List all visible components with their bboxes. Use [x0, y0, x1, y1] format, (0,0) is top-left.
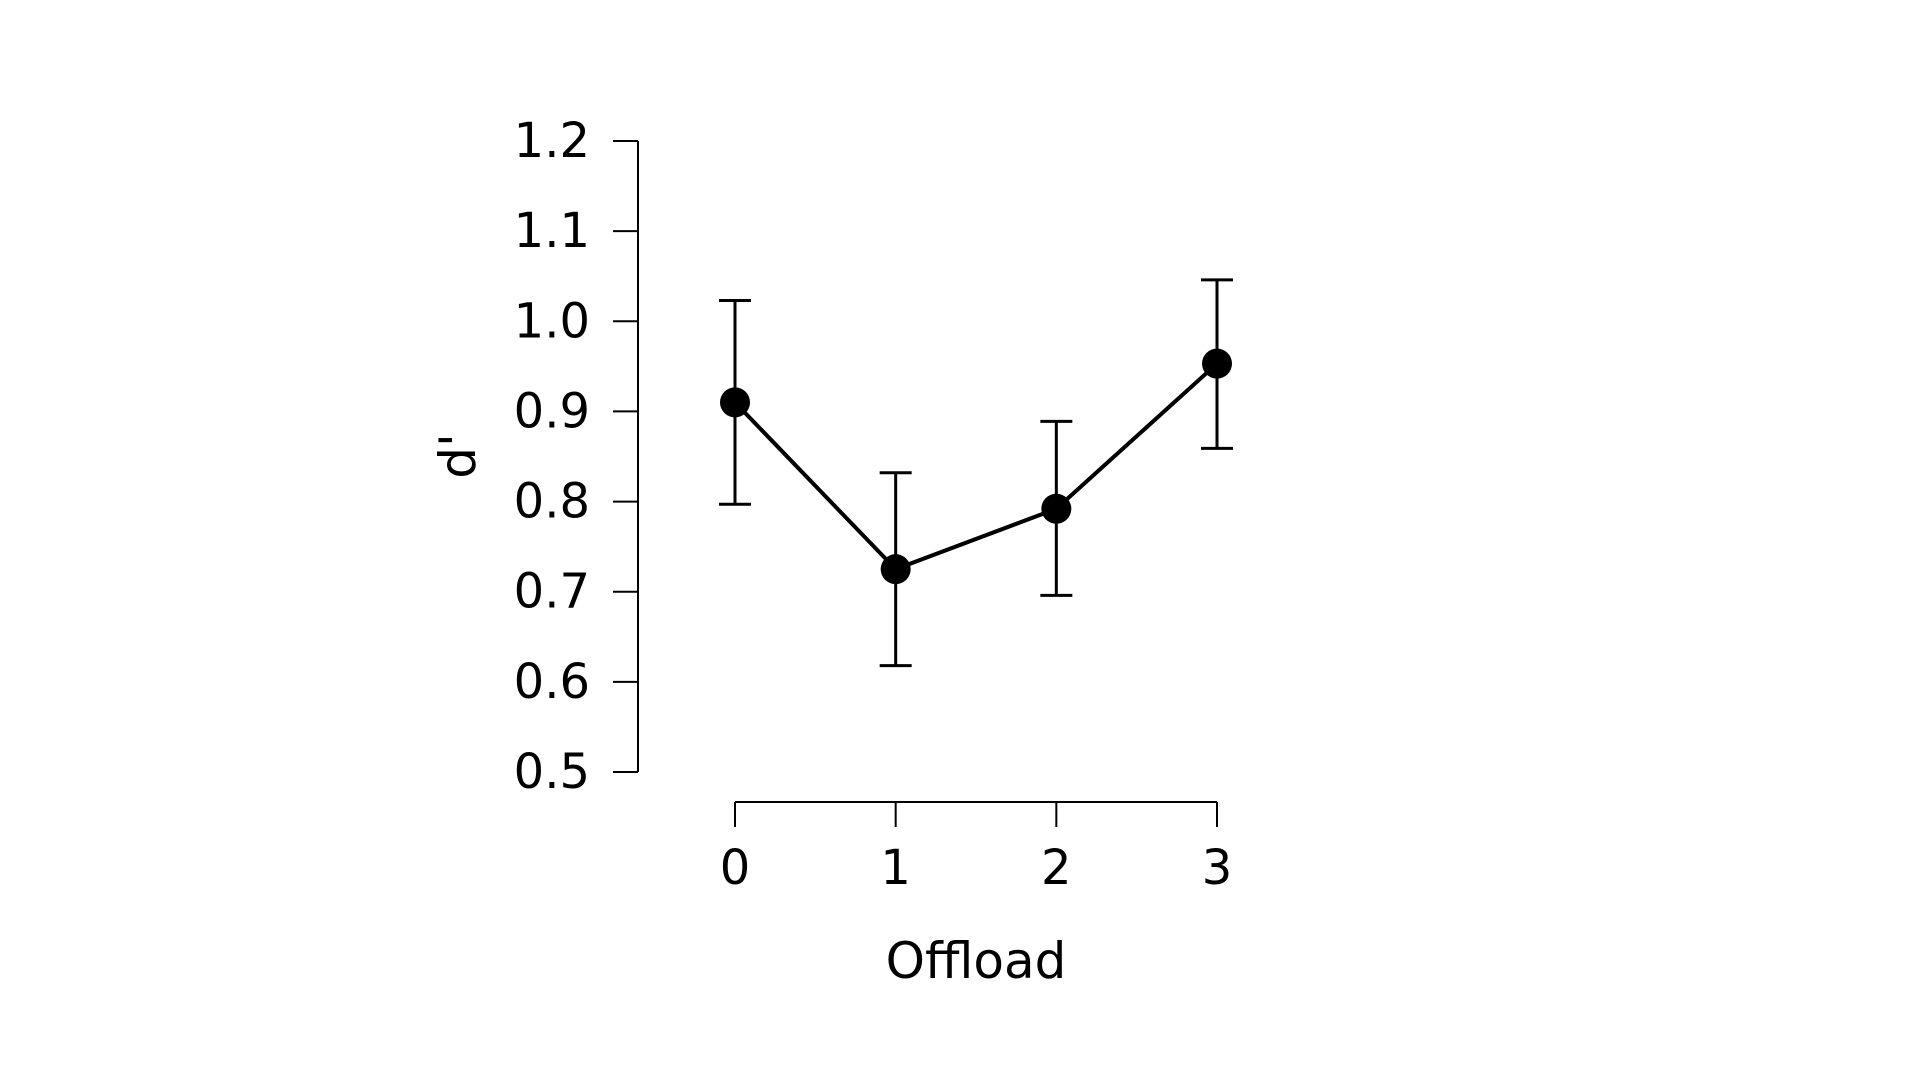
- y-ticks: 0.5 0.6 0.7 0.8 0.9 1.0 1.1 1.2: [514, 113, 638, 800]
- x-tick-label: 0: [720, 840, 751, 896]
- y-axis: 0.5 0.6 0.7 0.8 0.9 1.0 1.1 1.2: [514, 113, 639, 800]
- y-tick-label: 1.2: [514, 113, 590, 169]
- x-axis: 0 1 2 3: [720, 801, 1233, 896]
- data-point: [1041, 493, 1072, 524]
- y-axis-title: d': [429, 433, 487, 478]
- x-ticks: 0 1 2 3: [720, 802, 1233, 896]
- series-line: [733, 362, 1219, 572]
- data-point: [1202, 348, 1232, 379]
- data-point: [880, 554, 911, 585]
- x-tick-label: 1: [880, 840, 911, 896]
- x-tick-label: 3: [1202, 840, 1233, 896]
- y-tick-label: 0.7: [514, 564, 590, 620]
- y-tick-label: 0.9: [514, 383, 590, 439]
- x-tick-label: 2: [1041, 840, 1072, 896]
- y-tick-label: 0.6: [514, 654, 590, 710]
- y-tick-label: 0.8: [514, 474, 590, 530]
- series-layer: [719, 278, 1233, 668]
- y-tick-label: 1.1: [514, 203, 590, 259]
- y-tick-label: 0.5: [514, 744, 590, 800]
- y-tick-label: 1.0: [514, 293, 590, 349]
- data-point: [720, 387, 750, 418]
- x-axis-title: Offload: [886, 932, 1067, 990]
